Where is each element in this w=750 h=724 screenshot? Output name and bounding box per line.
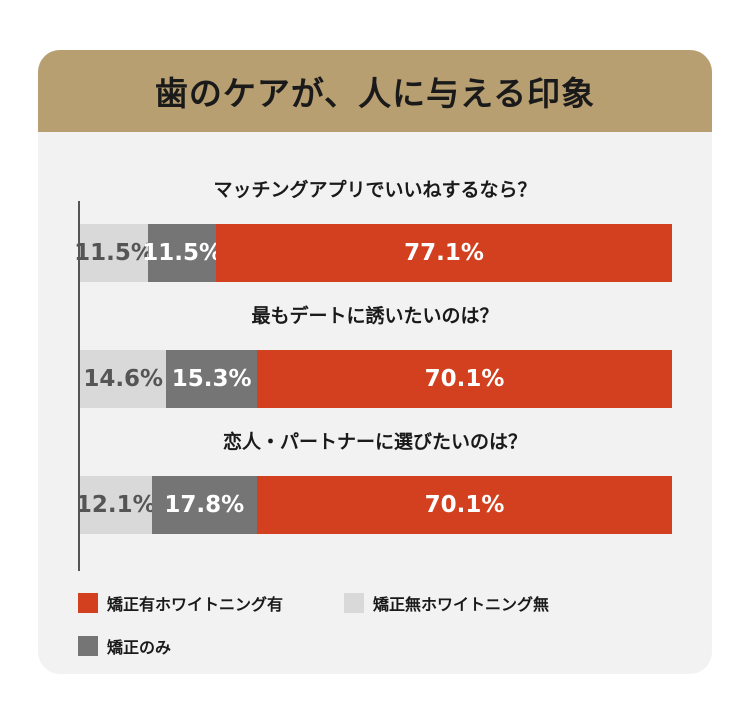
data-label: 70.1% [424,366,505,392]
legend-swatch-light-gray [344,593,364,613]
segment-none: 14.6% [80,350,167,408]
legend-swatch-red [78,593,98,613]
legend-item-none: 矯正無ホワイトニング無 [344,591,549,615]
chart-card: 歯のケアが、人に与える印象 マッチングアプリでいいねするなら？ 11.5% 11.… [38,50,712,674]
data-label: 15.3% [171,366,252,392]
bar-row-1: 11.5% 11.5% 77.1% [74,224,672,282]
legend-label: 矯正のみ [107,638,172,657]
legend-swatch-dark-gray [78,636,98,656]
segment-whitening-orthodontic: 70.1% [257,476,672,534]
y-axis-line [78,201,80,571]
bar-row-3: 12.1% 17.8% 70.1% [76,476,672,534]
chart-title: 歯のケアが、人に与える印象 [154,74,596,113]
category-label-2: 最もデートに誘いたいのは？ [251,305,499,327]
data-label: 70.1% [424,492,505,518]
legend-item-whitening-orthodontic: 矯正有ホワイトニング有 [78,591,283,615]
data-label: 17.8% [164,492,245,518]
data-label: 11.5% [74,240,154,266]
data-label: 12.1% [75,492,156,518]
segment-none: 11.5% [74,224,154,282]
data-label: 77.1% [404,240,484,266]
data-label: 11.5% [142,240,223,266]
segment-none: 12.1% [76,476,156,534]
bar-row-2: 14.6% 15.3% 70.1% [80,350,672,408]
title-banner: 歯のケアが、人に与える印象 [38,50,712,132]
segment-whitening-orthodontic: 77.1% [216,224,672,282]
data-label: 14.6% [83,366,164,392]
legend-label: 矯正無ホワイトニング無 [373,595,550,614]
category-label-3: 恋人・パートナーに選びたいのは？ [222,431,527,453]
segment-whitening-orthodontic: 70.1% [257,350,672,408]
legend-label: 矯正有ホワイトニング有 [107,595,284,614]
segment-orthodontic-only: 15.3% [166,350,257,408]
category-label-1: マッチングアプリでいいねするなら？ [213,179,537,201]
legend-item-orthodontic-only: 矯正のみ [78,634,171,658]
segment-orthodontic-only: 11.5% [142,224,222,282]
segment-orthodontic-only: 17.8% [151,476,257,534]
